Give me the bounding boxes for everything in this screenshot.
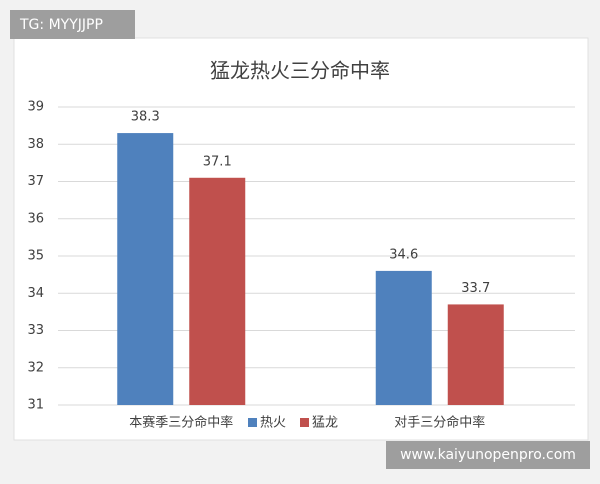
value-label: 33.7 xyxy=(461,281,490,296)
site-text: www.kaiyunopenpro.com xyxy=(400,447,576,463)
y-tick-label: 32 xyxy=(27,360,44,375)
legend-swatch xyxy=(248,418,257,427)
value-label: 34.6 xyxy=(389,247,418,262)
y-tick-label: 39 xyxy=(27,100,44,115)
y-tick-label: 35 xyxy=(27,249,44,264)
y-tick-label: 34 xyxy=(27,286,44,301)
y-tick-label: 38 xyxy=(27,137,44,152)
x-tick-label: 本赛季三分命中率 xyxy=(129,415,233,431)
y-tick-label: 31 xyxy=(27,398,44,413)
legend-label: 热火 xyxy=(260,416,286,431)
y-tick-label: 36 xyxy=(27,211,44,226)
value-label: 37.1 xyxy=(203,154,232,169)
tag-text: TG: MYYJJPP xyxy=(19,17,103,33)
legend-swatch xyxy=(300,418,309,427)
y-tick-label: 33 xyxy=(27,323,44,338)
legend-label: 猛龙 xyxy=(312,416,338,431)
bar xyxy=(189,177,246,405)
chart-title: 猛龙热火三分命中率 xyxy=(210,59,390,83)
bar xyxy=(117,133,174,405)
bar xyxy=(375,270,432,405)
value-label: 38.3 xyxy=(131,110,160,125)
x-tick-label: 对手三分命中率 xyxy=(394,415,485,431)
bar xyxy=(447,304,504,405)
tag-box xyxy=(10,10,135,39)
site-box xyxy=(386,441,590,469)
y-tick-label: 37 xyxy=(27,174,44,189)
